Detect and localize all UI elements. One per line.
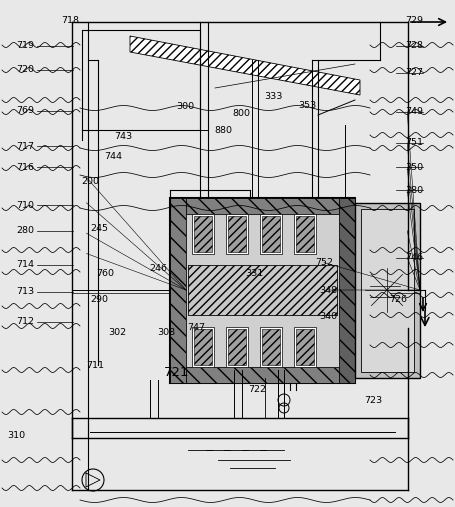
Text: 726: 726 — [389, 295, 407, 304]
Polygon shape — [130, 36, 360, 95]
Text: 712: 712 — [16, 317, 34, 327]
Text: 716: 716 — [16, 163, 34, 172]
Text: 353: 353 — [298, 101, 316, 110]
Text: 727: 727 — [405, 68, 423, 77]
Bar — [170, 198, 355, 383]
Bar — [294, 214, 316, 254]
Bar — [226, 214, 248, 254]
Bar — [228, 216, 246, 252]
Text: 350: 350 — [405, 163, 423, 172]
Text: 720: 720 — [16, 65, 34, 75]
Text: 340: 340 — [319, 312, 338, 321]
Bar — [228, 329, 246, 365]
Bar — [296, 216, 314, 252]
Text: 710: 710 — [16, 201, 34, 210]
Bar — [296, 329, 314, 365]
Text: 769: 769 — [16, 106, 34, 115]
Text: 719: 719 — [16, 41, 34, 50]
Text: 760: 760 — [96, 269, 115, 278]
Text: 714: 714 — [16, 260, 34, 269]
Text: 751: 751 — [405, 138, 423, 148]
Text: 743: 743 — [115, 132, 133, 141]
Text: 746: 746 — [405, 253, 423, 262]
Bar — [194, 216, 212, 252]
Bar — [188, 265, 337, 315]
Bar — [260, 327, 282, 367]
Text: 380: 380 — [405, 186, 423, 195]
Bar — [294, 327, 316, 367]
Text: 721: 721 — [164, 366, 189, 379]
Bar — [262, 216, 280, 252]
Bar — [188, 265, 337, 315]
Text: 728: 728 — [405, 41, 423, 50]
Text: 752: 752 — [315, 258, 333, 267]
Bar — [192, 327, 214, 367]
Bar — [170, 367, 355, 383]
Text: 744: 744 — [104, 152, 122, 161]
Text: 800: 800 — [232, 108, 250, 118]
Bar — [355, 203, 420, 378]
Text: 749: 749 — [405, 107, 423, 116]
Bar — [226, 327, 248, 367]
Text: 300: 300 — [177, 102, 195, 111]
Text: 308: 308 — [157, 328, 175, 337]
Bar — [339, 198, 355, 383]
Bar — [194, 329, 212, 365]
Text: 302: 302 — [108, 328, 126, 337]
Bar — [186, 214, 339, 367]
Text: 245: 245 — [90, 224, 108, 233]
Text: 723: 723 — [364, 396, 382, 405]
Text: 711: 711 — [86, 360, 105, 370]
Bar — [260, 214, 282, 254]
Text: 722: 722 — [248, 385, 266, 394]
Text: 717: 717 — [16, 141, 34, 151]
Text: 331: 331 — [246, 269, 264, 278]
Text: 333: 333 — [264, 92, 282, 101]
Text: 246: 246 — [149, 264, 167, 273]
Text: 348: 348 — [319, 285, 338, 295]
Text: 747: 747 — [187, 322, 206, 332]
Text: 729: 729 — [405, 16, 423, 25]
Bar — [170, 198, 186, 383]
Text: 713: 713 — [16, 287, 34, 296]
Bar — [361, 209, 414, 372]
Text: 290: 290 — [90, 295, 108, 304]
Bar — [262, 329, 280, 365]
Text: 880: 880 — [215, 126, 233, 135]
Text: 280: 280 — [16, 226, 34, 235]
Text: 718: 718 — [61, 16, 80, 25]
Text: 310: 310 — [7, 430, 25, 440]
Text: 200: 200 — [81, 177, 99, 186]
Bar — [192, 214, 214, 254]
Bar — [170, 198, 355, 214]
